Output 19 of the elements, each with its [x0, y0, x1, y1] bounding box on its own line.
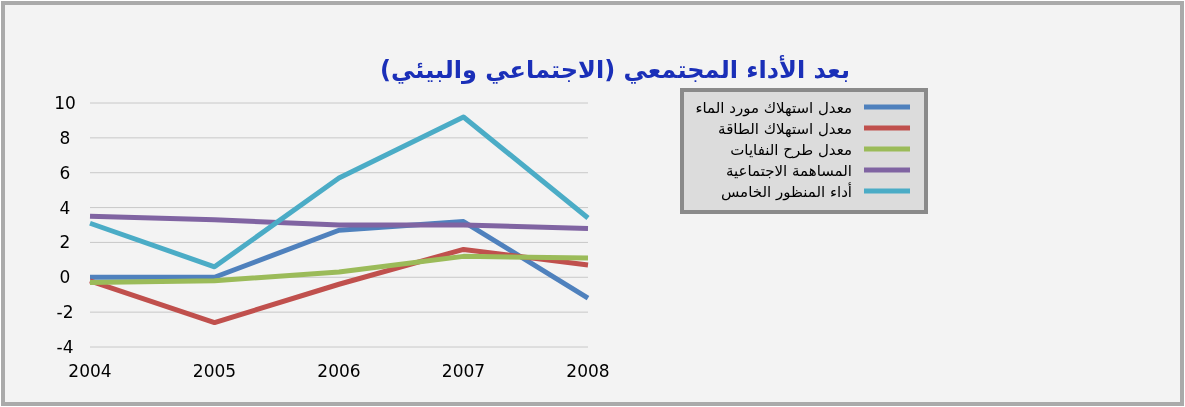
x-tick-label: 2006	[317, 361, 361, 381]
y-tick-label: 8	[59, 127, 71, 148]
y-tick-label: 6	[59, 162, 71, 183]
x-tick-label: 2005	[192, 361, 237, 381]
y-tick-label: 0	[59, 267, 71, 288]
x-tick-label: 2004	[68, 361, 112, 381]
x-tick-label: 2008	[566, 361, 610, 381]
chart-title: بعد الأداء المجتمعي (الاجتماعي والبيئي)	[380, 55, 850, 84]
y-tick-label: 4	[59, 197, 71, 218]
y-tick-label: 10	[54, 93, 76, 113]
y-tick-label: 2	[59, 232, 71, 253]
x-tick-label: 2007	[441, 361, 486, 381]
y-tick-label: -4	[56, 337, 74, 357]
legend-label: معدل استهلاك الطاقة	[718, 120, 852, 138]
y-tick-label: -2	[56, 302, 74, 323]
legend-label: أداء المنظور الخامس	[721, 182, 852, 201]
legend-label: معدل استهلاك مورد الماء	[695, 99, 852, 117]
legend-label: معدل طرح النفايات	[730, 141, 852, 159]
legend-label: المساهمة الاجتماعية	[725, 162, 852, 180]
